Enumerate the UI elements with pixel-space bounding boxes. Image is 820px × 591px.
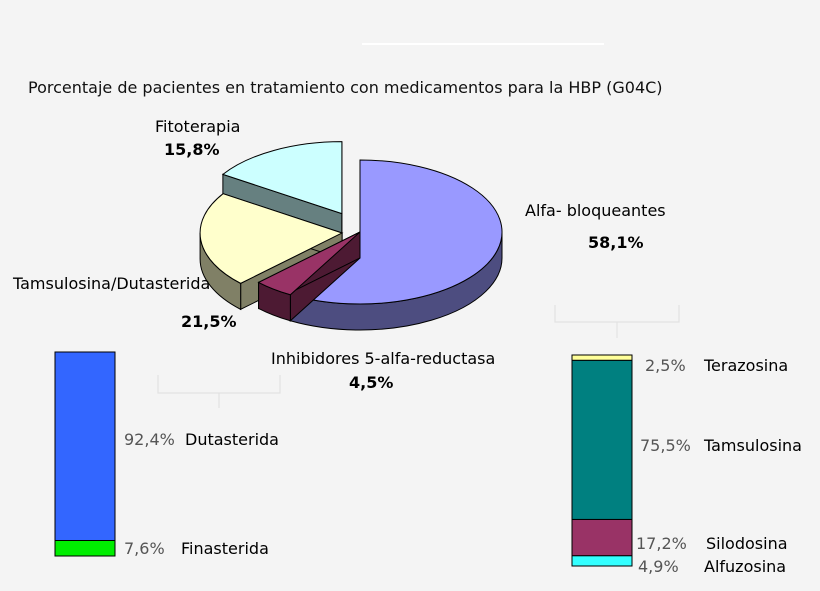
bar-right-value-silodosina: 17,2%: [636, 534, 687, 553]
pie-label-alfa-bloqueantes: Alfa- bloqueantes: [525, 201, 666, 220]
pie-value-inhibidores: 4,5%: [349, 373, 393, 392]
bar-right-value-tamsulosina: 75,5%: [640, 436, 691, 455]
bar-right-value-terazosina: 2,5%: [645, 356, 686, 375]
bar-segment-dutasterida: [54, 351, 116, 541]
pie-chart: [199, 141, 503, 331]
pie-label-inhibidores: Inhibidores 5-alfa-reductasa: [271, 349, 495, 368]
pie-slice-inhibidores-5-alfa-reductasa: [257, 230, 361, 322]
bar-right-label-terazosina: Terazosina: [703, 356, 788, 375]
bar-alfa-bloqueantes-breakdown: [571, 354, 633, 567]
bar-left-value-finasterida: 7,6%: [124, 539, 165, 558]
pie-value-fitoterapia: 15,8%: [164, 140, 220, 159]
bar-right-value-alfuzosina: 4,9%: [638, 557, 679, 576]
bar-left-label-dutasterida: Dutasterida: [185, 430, 279, 449]
bar-right-label-alfuzosina: Alfuzosina: [704, 557, 786, 576]
bar-right-label-tamsulosina: Tamsulosina: [703, 436, 802, 455]
bar-inhibidores-breakdown: [54, 351, 116, 557]
connector-right: [554, 305, 680, 338]
bar-segment-tamsulosina: [571, 359, 633, 520]
bar-left-value-dutasterida: 92,4%: [124, 430, 175, 449]
bar-right-label-silodosina: Silodosina: [706, 534, 788, 553]
pie-label-tamsulosina-dutasterida: Tamsulosina/Dutasterida: [12, 274, 210, 293]
pie-label-fitoterapia: Fitoterapia: [155, 117, 240, 136]
pie-value-tamsulosina-dutasterida: 21,5%: [181, 312, 237, 331]
chart-title: Porcentaje de pacientes en tratamiento c…: [28, 78, 663, 97]
bar-left-label-finasterida: Finasterida: [181, 539, 269, 558]
bar-segment-terazosina: [571, 354, 633, 361]
pie-value-alfa-bloqueantes: 58,1%: [588, 233, 644, 252]
bar-segment-silodosina: [571, 518, 633, 557]
connector-left: [157, 375, 281, 408]
bar-segment-alfuzosina: [571, 555, 633, 567]
bar-segment-finasterida: [54, 540, 116, 557]
